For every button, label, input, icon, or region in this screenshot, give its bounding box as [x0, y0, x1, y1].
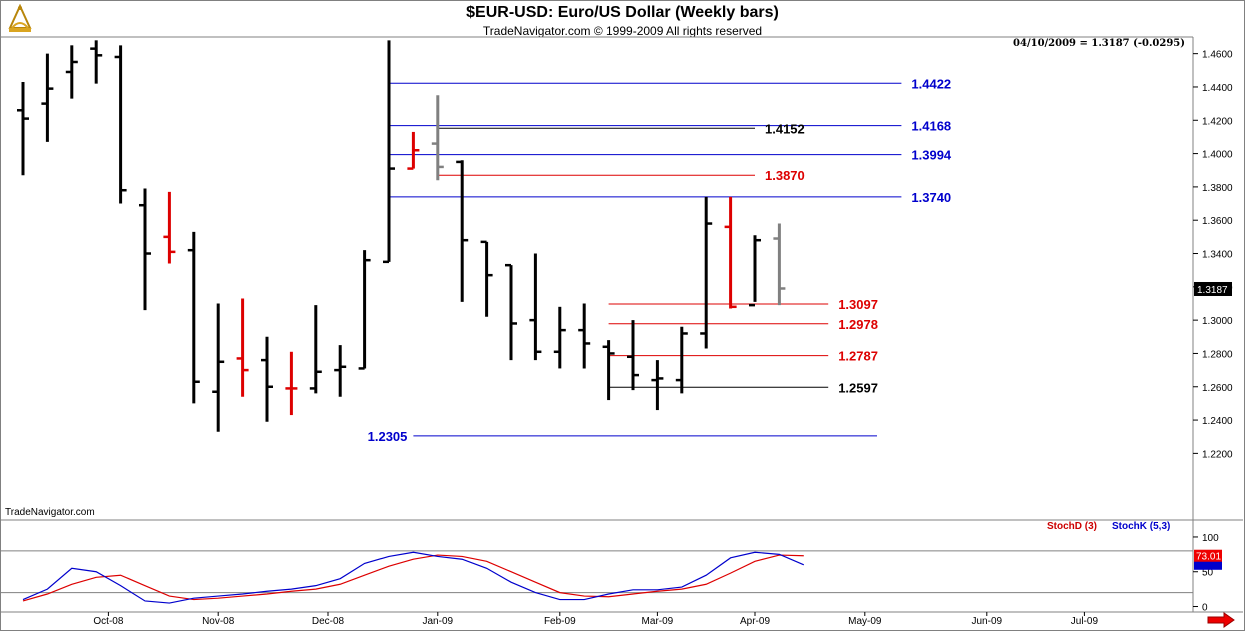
level-label: 1.3740: [911, 190, 951, 205]
stoch-tick-label: 0: [1202, 603, 1208, 614]
last-price-datestamp: 04/10/2009 = 1.3187 (-0.0295): [1013, 38, 1185, 49]
stochd-last-label: 73.01: [1196, 552, 1221, 563]
price-tick-label: 1.2600: [1202, 383, 1233, 394]
level-label: 1.2305: [368, 429, 408, 444]
price-tick-label: 1.2200: [1202, 449, 1233, 460]
scroll-right-arrow-icon[interactable]: [1206, 612, 1236, 628]
level-label: 1.3870: [765, 168, 805, 183]
level-label: 1.3097: [838, 297, 878, 312]
chart-copyright: TradeNavigator.com © 1999-2009 All right…: [482, 24, 763, 38]
stochd-series-line: [22, 554, 804, 602]
price-tick-label: 1.4000: [1202, 150, 1233, 161]
price-tick-label: 1.4200: [1202, 116, 1233, 127]
chart-title: $EUR-USD: Euro/US Dollar (Weekly bars): [466, 4, 779, 21]
level-label: 1.2978: [838, 317, 878, 332]
time-axis-label: Dec-08: [312, 616, 345, 627]
price-tick-label: 1.3000: [1202, 316, 1233, 327]
level-label: 1.2597: [838, 380, 878, 395]
price-tick-label: 1.4600: [1202, 50, 1233, 61]
credit-label: TradeNavigator.com: [5, 507, 95, 518]
level-label: 1.2787: [838, 349, 878, 364]
sextant-logo-icon: [6, 3, 34, 34]
time-axis-label: Oct-08: [93, 616, 123, 627]
stochd-last-marker: [1194, 549, 1222, 562]
last-price-marker: [1194, 281, 1232, 296]
last-price-label: 1.3187: [1197, 285, 1228, 296]
time-axis-label: Apr-09: [740, 616, 770, 627]
price-tick-label: 1.3800: [1202, 183, 1233, 194]
time-axis-label: Jul-09: [1071, 616, 1099, 627]
stochk-last-marker: [1194, 559, 1222, 570]
price-tick-label: 1.3600: [1202, 216, 1233, 227]
stoch-tick-label: 100: [1202, 533, 1219, 544]
time-axis-label: May-09: [848, 616, 882, 627]
stoch-tick-label: 50: [1202, 568, 1214, 579]
level-label: 1.4422: [911, 76, 951, 91]
time-axis-label: Feb-09: [544, 616, 576, 627]
price-tick-label: 1.4400: [1202, 83, 1233, 94]
stochd-legend: StochD (3): [1047, 521, 1097, 532]
time-axis-label: Mar-09: [642, 616, 674, 627]
level-label: 1.4168: [911, 119, 951, 134]
time-axis-label: Nov-08: [202, 616, 235, 627]
time-axis-label: Jan-09: [423, 616, 454, 627]
stochk-legend: StochK (5,3): [1112, 521, 1171, 532]
price-tick-label: 1.3400: [1202, 250, 1233, 261]
price-tick-label: 1.2400: [1202, 416, 1233, 427]
stochk-series-line: [22, 551, 805, 604]
time-axis-label: Jun-09: [972, 616, 1003, 627]
level-label: 1.3994: [911, 148, 952, 163]
price-tick-label: 1.2800: [1202, 349, 1233, 360]
level-label: 1.4152: [765, 121, 805, 136]
